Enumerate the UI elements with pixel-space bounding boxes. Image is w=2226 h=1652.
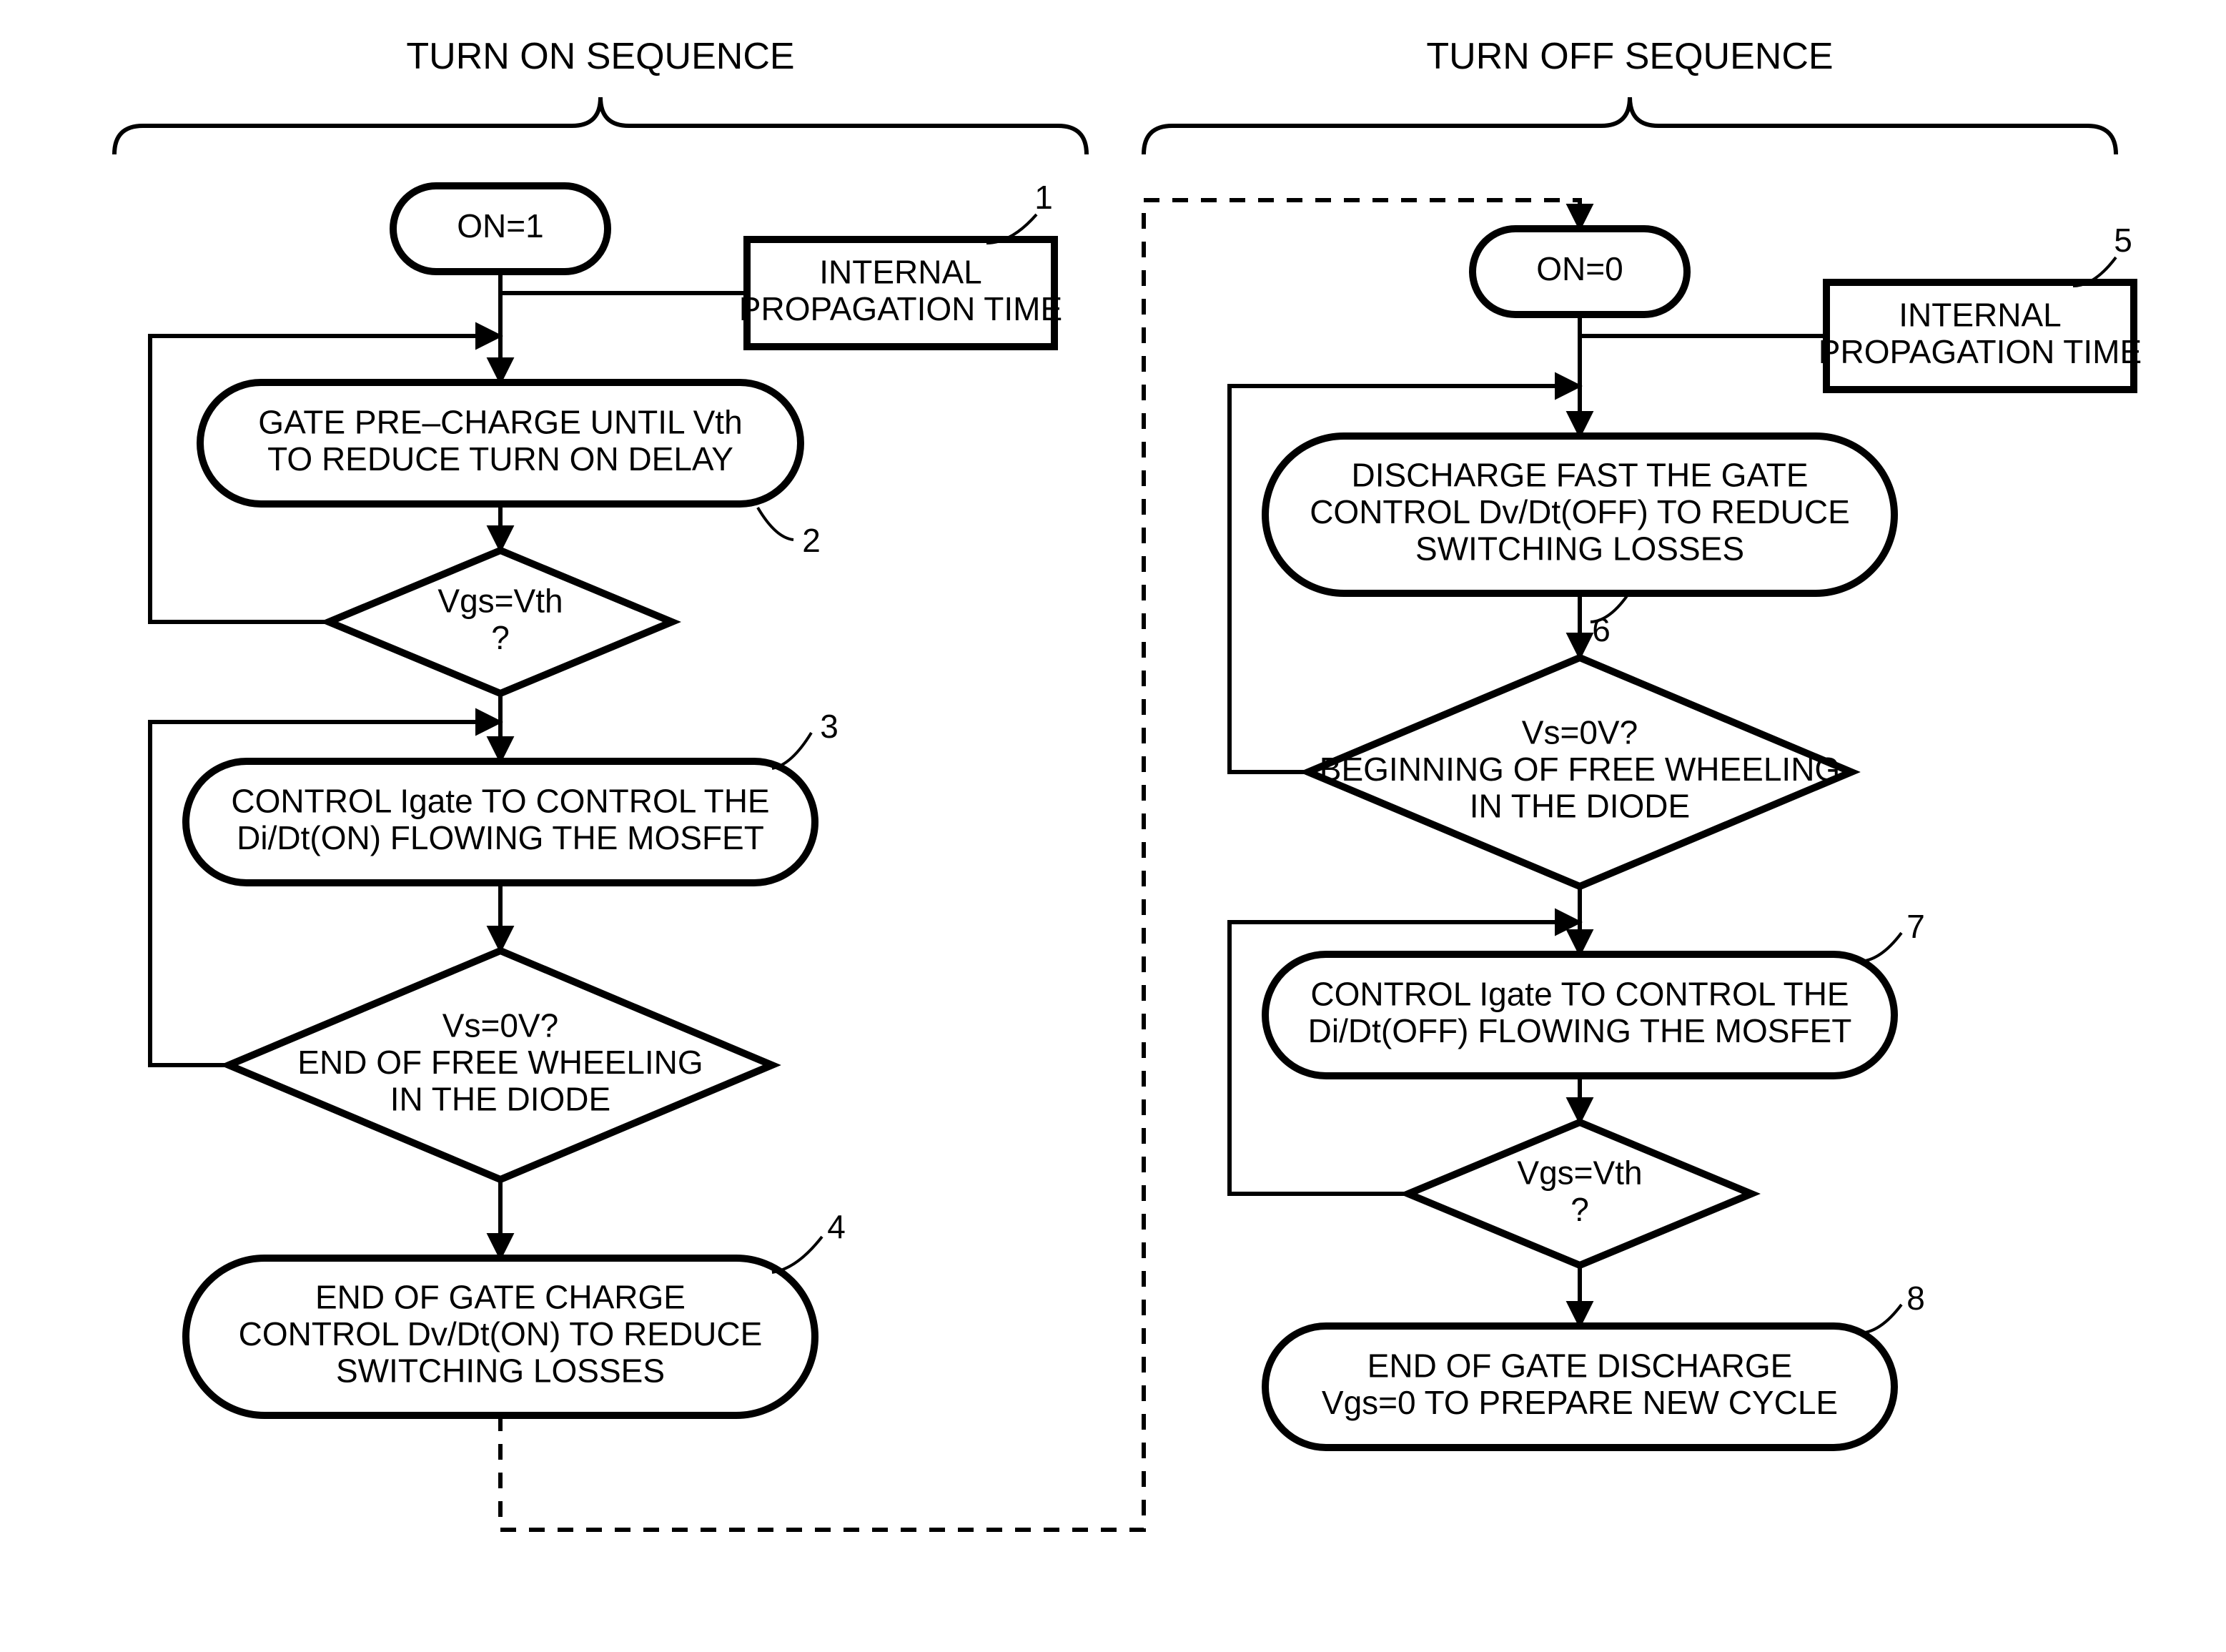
node-on_proc4: END OF GATE CHARGECONTROL Dv/Dt(ON) TO R… [186, 1258, 815, 1415]
callout-3: 3 [820, 708, 839, 745]
node-text: CONTROL Igate TO CONTROL THE [1310, 975, 1849, 1012]
node-text: SWITCHING LOSSES [336, 1352, 665, 1390]
flowchart-canvas: TURN ON SEQUENCE TURN OFF SEQUENCE ON=1 INT… [0, 0, 2226, 1652]
node-text: PROPAGATION TIME [1819, 333, 2142, 370]
node-text: TO REDUCE TURN ON DELAY [267, 440, 733, 478]
node-layer: ON=1INTERNALPROPAGATION TIMEGATE PRE–CHA… [186, 186, 2142, 1448]
callout-6: 6 [1592, 611, 1611, 648]
callout-4: 4 [827, 1208, 846, 1245]
node-text: CONTROL Dv/Dt(ON) TO REDUCE [239, 1315, 763, 1352]
node-text: Vgs=Vth [437, 582, 563, 619]
node-off_proc8: END OF GATE DISCHARGEVgs=0 TO PREPARE NE… [1265, 1326, 1894, 1448]
callout-leader [1859, 1305, 1901, 1333]
callout-1: 1 [1034, 179, 1053, 216]
node-text: BEGINNING OF FREE WHEELING [1320, 751, 1840, 788]
node-text: ? [491, 619, 510, 656]
node-text: Di/Dt(OFF) FLOWING THE MOSFET [1308, 1012, 1852, 1049]
node-text: ? [1570, 1191, 1589, 1228]
node-text: Vs=0V? [442, 1007, 558, 1044]
callout-2: 2 [802, 522, 821, 559]
node-off_note5: INTERNALPROPAGATION TIME [1819, 282, 2142, 390]
section-title: TURN ON SEQUENCE [406, 36, 794, 77]
node-text: ON=1 [457, 207, 543, 244]
node-text: END OF GATE DISCHARGE [1367, 1347, 1793, 1384]
node-text: CONTROL Dv/Dt(OFF) TO REDUCE [1310, 493, 1850, 530]
node-off_start: ON=0 [1473, 229, 1687, 315]
callout-leader [758, 508, 793, 540]
node-on_dec3: Vs=0V?END OF FREE WHEELINGIN THE DIODE [229, 951, 772, 1179]
node-text: DISCHARGE FAST THE GATE [1351, 457, 1808, 494]
node-text: IN THE DIODE [390, 1081, 610, 1118]
node-text: INTERNAL [819, 253, 981, 290]
node-off_dec7: Vgs=Vth? [1408, 1122, 1751, 1265]
node-text: IN THE DIODE [1470, 788, 1690, 825]
node-text: Vgs=Vth [1517, 1154, 1642, 1191]
node-on_start: ON=1 [393, 186, 608, 272]
callout-7: 7 [1906, 908, 1925, 945]
node-text: SWITCHING LOSSES [1415, 530, 1744, 568]
section-brace [114, 97, 1087, 154]
section-title: TURN OFF SEQUENCE [1426, 36, 1833, 77]
node-text: Di/Dt(ON) FLOWING THE MOSFET [237, 819, 764, 856]
section-brace [1144, 97, 2116, 154]
callout-leader [1859, 933, 1901, 961]
node-text: ON=0 [1536, 250, 1623, 287]
node-text: Vgs=0 TO PREPARE NEW CYCLE [1322, 1384, 1838, 1421]
node-text: Vs=0V? [1522, 714, 1638, 751]
node-text: PROPAGATION TIME [739, 290, 1062, 327]
node-off_dec6: Vs=0V?BEGINNING OF FREE WHEELINGIN THE D… [1308, 658, 1851, 886]
node-text: END OF GATE CHARGE [315, 1279, 686, 1316]
node-text: CONTROL Igate TO CONTROL THE [231, 782, 769, 819]
node-text: INTERNAL [1899, 296, 2061, 333]
node-on_proc3: CONTROL Igate TO CONTROL THEDi/Dt(ON) FL… [186, 761, 815, 883]
node-on_note1: INTERNALPROPAGATION TIME [739, 239, 1062, 347]
node-on_proc2: GATE PRE–CHARGE UNTIL VthTO REDUCE TURN … [200, 382, 801, 504]
node-on_dec2: Vgs=Vth? [329, 550, 672, 693]
node-text: END OF FREE WHEELING [297, 1044, 703, 1081]
node-off_proc7: CONTROL Igate TO CONTROL THEDi/Dt(OFF) F… [1265, 954, 1894, 1076]
callout-5: 5 [2114, 222, 2132, 259]
callout-8: 8 [1906, 1280, 1925, 1317]
node-text: GATE PRE–CHARGE UNTIL Vth [258, 403, 742, 440]
node-off_proc6: DISCHARGE FAST THE GATECONTROL Dv/Dt(OFF… [1265, 436, 1894, 593]
